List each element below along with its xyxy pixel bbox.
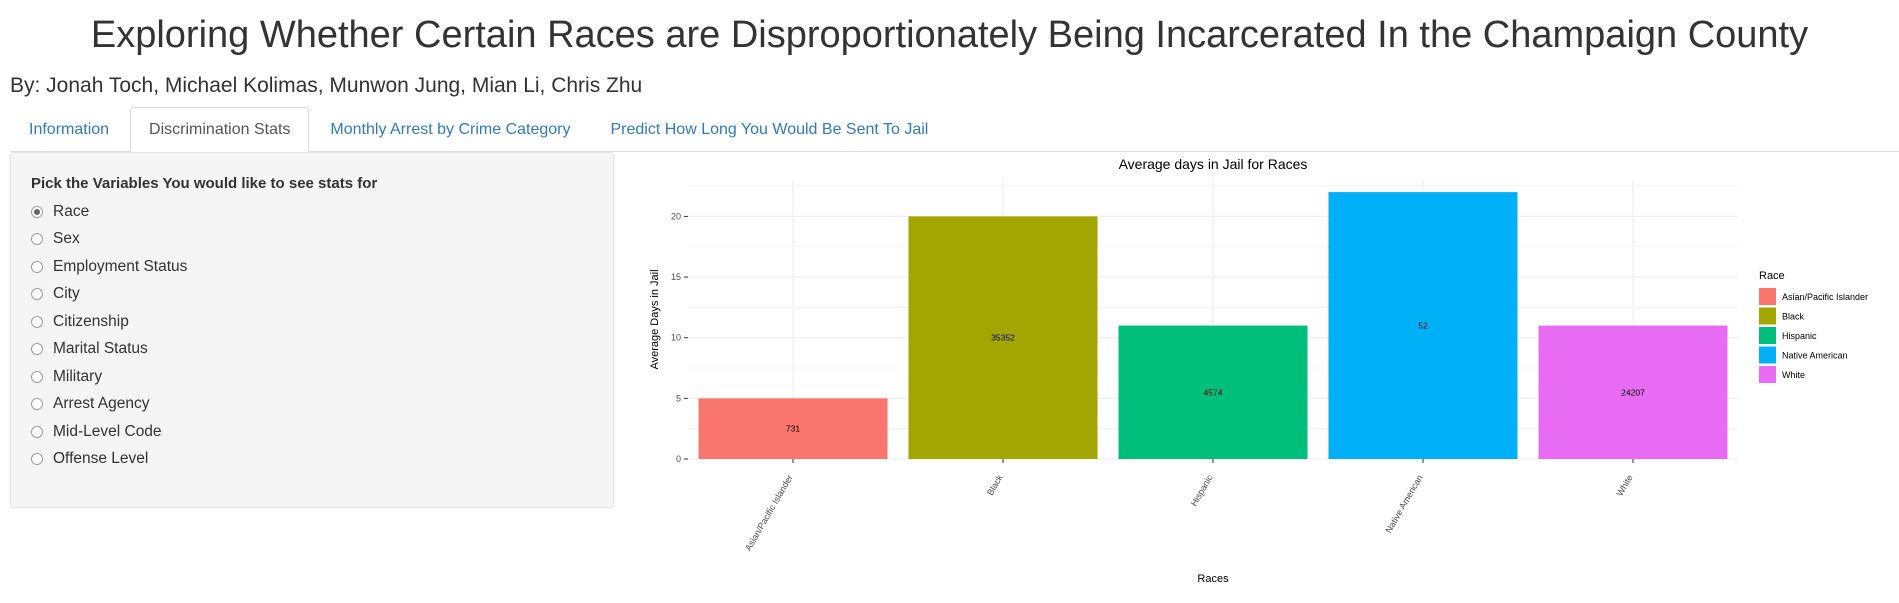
legend-key	[1759, 307, 1776, 325]
sidebar-panel: Pick the Variables You would like to see…	[10, 152, 614, 508]
bar	[698, 398, 888, 459]
radio-circle-icon[interactable]	[31, 205, 43, 218]
legend-entry: Hispanic	[1782, 331, 1817, 341]
chart-title: Average days in Jail for Races	[1119, 156, 1308, 172]
x-tick-label: Asian/Pacific Islander	[743, 473, 795, 553]
radio-label: Mid-Level Code	[53, 422, 162, 440]
radio-label: Sex	[53, 230, 80, 248]
data-label: 731	[786, 424, 800, 434]
radio-label: Marital Status	[53, 340, 148, 358]
tab-discrimination-stats[interactable]: Discrimination Stats	[130, 107, 310, 152]
radio-label: Employment Status	[53, 257, 188, 275]
radio-circle-icon[interactable]	[31, 425, 43, 438]
radio-label: Offense Level	[53, 450, 149, 468]
radio-circle-icon[interactable]	[31, 453, 43, 466]
radio-label: City	[53, 285, 80, 303]
radio-label: Arrest Agency	[53, 395, 150, 413]
data-label: 35352	[991, 333, 1015, 343]
x-tick-label: Hispanic	[1189, 473, 1215, 508]
radio-employment-status[interactable]: Employment Status	[31, 253, 593, 281]
radio-label: Race	[53, 202, 90, 220]
tab-monthly-arrest[interactable]: Monthly Arrest by Crime Category	[330, 121, 571, 138]
legend-entry: White	[1782, 370, 1805, 380]
variable-picker-label: Pick the Variables You would like to see…	[31, 175, 378, 192]
y-tick-label: 0	[676, 454, 681, 464]
chart-container: Average days in Jail for Races 0 5 10 15 20 73…	[640, 152, 1899, 598]
legend-key	[1759, 288, 1776, 305]
radio-circle-icon[interactable]	[31, 370, 43, 383]
legend-entry: Native American	[1782, 351, 1848, 361]
page-title: Exploring Whether Certain Races are Disp…	[90, 14, 1809, 56]
radio-circle-icon[interactable]	[31, 288, 43, 301]
y-tick-label: 20	[671, 211, 681, 221]
y-tick-label: 15	[671, 272, 681, 282]
radio-mid-level-code[interactable]: Mid-Level Code	[31, 418, 593, 446]
y-axis-label: Average Days in Jail	[649, 269, 661, 369]
y-tick-label: 5	[676, 393, 681, 403]
legend-key	[1759, 327, 1776, 344]
radio-label: Citizenship	[53, 312, 129, 330]
radio-circle-icon[interactable]	[31, 233, 43, 246]
tab-bar: Information Discrimination Stats Monthly…	[10, 107, 1899, 152]
radio-circle-icon[interactable]	[31, 343, 43, 356]
x-tick-label: White	[1615, 473, 1635, 498]
data-label: 52	[1418, 321, 1428, 331]
x-tick-label: Native American	[1383, 473, 1424, 535]
authors-line: By: Jonah Toch, Michael Kolimas, Munwon …	[10, 74, 643, 97]
radio-sex[interactable]: Sex	[31, 226, 593, 254]
y-tick-label: 10	[671, 333, 681, 343]
radio-label: Military	[53, 367, 103, 385]
bar	[1538, 325, 1728, 459]
radio-circle-icon[interactable]	[31, 260, 43, 273]
legend-key	[1759, 346, 1776, 364]
radio-citizenship[interactable]: Citizenship	[31, 308, 593, 336]
legend-title: Race	[1759, 270, 1785, 282]
bar	[1328, 192, 1518, 459]
variable-radio-group: Race Sex Employment Status City Citizens…	[31, 198, 593, 473]
bar-chart: Average days in Jail for Races 0 5 10 15 20 73…	[649, 156, 1868, 585]
tab-information[interactable]: Information	[29, 121, 110, 138]
radio-circle-icon[interactable]	[31, 315, 43, 328]
legend-key	[1759, 366, 1776, 383]
x-axis-label: Races	[1197, 573, 1229, 585]
legend-entry: Black	[1782, 312, 1805, 322]
data-label: 4574	[1204, 387, 1223, 397]
radio-military[interactable]: Military	[31, 363, 593, 391]
radio-race[interactable]: Race	[31, 198, 593, 226]
legend-entry: Asian/Pacific Islander	[1782, 292, 1868, 302]
data-label: 24207	[1621, 387, 1645, 397]
tab-predict-jail[interactable]: Predict How Long You Would Be Sent To Ja…	[610, 121, 929, 138]
x-tick-label: Black	[985, 473, 1005, 497]
bar	[1118, 325, 1308, 459]
radio-marital-status[interactable]: Marital Status	[31, 336, 593, 364]
radio-arrest-agency[interactable]: Arrest Agency	[31, 391, 593, 419]
radio-offense-level[interactable]: Offense Level	[31, 446, 593, 474]
bar	[908, 216, 1098, 459]
radio-city[interactable]: City	[31, 281, 593, 309]
radio-circle-icon[interactable]	[31, 398, 43, 411]
